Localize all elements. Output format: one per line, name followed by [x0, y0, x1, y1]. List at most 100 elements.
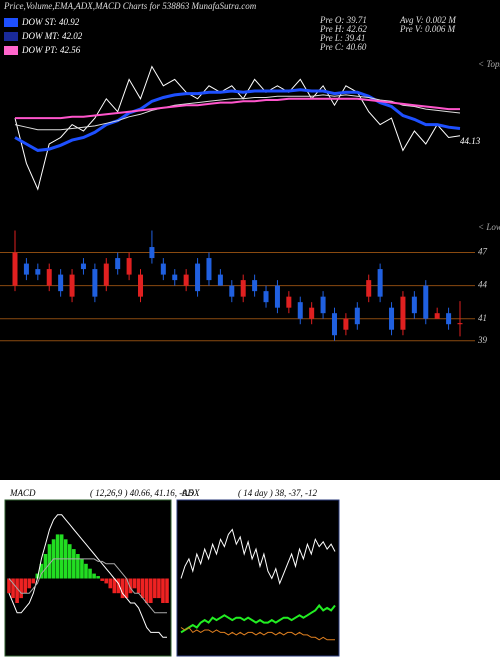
- price-line: [14, 94, 461, 131]
- macd-bar: [108, 578, 113, 589]
- adx-title: ADX: [181, 488, 200, 498]
- legend-label: DOW MT: 42.02: [21, 31, 83, 41]
- macd-bar: [124, 578, 129, 599]
- candle-body: [149, 247, 155, 259]
- macd-bar: [165, 578, 169, 603]
- candle-body: [309, 307, 315, 319]
- macd-bar: [148, 578, 153, 603]
- candle-body: [58, 274, 64, 292]
- info-text: Pre C: 40.60: [319, 42, 367, 52]
- price-panel-bg: [0, 0, 500, 480]
- candle-body: [331, 313, 337, 336]
- macd-bar: [140, 578, 145, 599]
- candle-body: [80, 263, 86, 270]
- candle-body: [69, 274, 75, 297]
- macd-bar: [128, 578, 133, 594]
- candle-body: [400, 296, 406, 330]
- candle-body: [446, 313, 452, 325]
- macd-bar: [72, 549, 76, 579]
- legend-swatch: [4, 46, 18, 55]
- y-tick-label: 39: [477, 335, 488, 345]
- macd-bar: [136, 578, 141, 594]
- macd-bar: [157, 578, 161, 599]
- adx-line: [180, 603, 336, 634]
- candle-body: [217, 274, 223, 286]
- legend-swatch: [4, 18, 18, 27]
- macd-bar: [84, 563, 88, 579]
- candle-body: [286, 296, 292, 308]
- price-line: [14, 88, 461, 152]
- candle-body: [457, 323, 463, 325]
- candle-body: [377, 269, 383, 297]
- macd-bar: [96, 576, 100, 579]
- candle-body: [12, 252, 18, 286]
- info-text: Pre H: 42.62: [319, 24, 367, 34]
- macd-bar: [120, 578, 125, 599]
- macd-bar: [132, 578, 137, 589]
- macd-bar: [59, 534, 64, 579]
- macd-bar: [161, 578, 165, 603]
- adx-params: ( 14 day ) 38, -37, -12: [238, 488, 317, 498]
- candle-body: [115, 258, 121, 270]
- macd-bar: [100, 578, 104, 581]
- candle-body: [354, 307, 360, 325]
- chart-title: Price,Volume,EMA,ADX,MACD Charts for 538…: [3, 1, 257, 11]
- candle-body: [172, 274, 178, 281]
- macd-panel-bg: [4, 499, 172, 657]
- info-text: Pre O: 39.71: [319, 15, 367, 25]
- macd-bar: [153, 578, 157, 599]
- macd-bar: [19, 578, 23, 599]
- macd-title: MACD: [9, 488, 36, 498]
- macd-bar: [76, 554, 80, 579]
- candle-body: [183, 274, 189, 286]
- info-text: Pre L: 39.41: [319, 33, 365, 43]
- candle-body: [274, 285, 280, 308]
- candle-body: [229, 285, 235, 297]
- candle-body: [297, 302, 303, 319]
- y-tick-label: 41: [478, 313, 487, 323]
- candle-body: [343, 318, 349, 330]
- macd-bar: [116, 578, 121, 594]
- legend-swatch: [4, 32, 18, 41]
- candle-body: [46, 269, 52, 286]
- candle-body: [411, 296, 417, 314]
- adx-line: [180, 528, 336, 585]
- candle-body: [366, 280, 372, 297]
- y-tick-label: 47: [478, 247, 488, 257]
- macd-line: [8, 558, 167, 614]
- macd-bar: [112, 578, 117, 594]
- candle-body: [263, 291, 269, 303]
- candle-body: [23, 263, 29, 275]
- candle-body: [126, 258, 132, 275]
- macd-params: ( 12,26,9 ) 40.66, 41.16, -0.5: [90, 488, 194, 498]
- legend-label: DOW ST: 40.92: [21, 17, 80, 27]
- macd-bar: [15, 578, 19, 603]
- candle-body: [35, 269, 41, 275]
- candle-body: [160, 263, 166, 275]
- info-text: Pre V: 0.006 M: [399, 24, 456, 34]
- macd-bar: [11, 578, 15, 599]
- candle-body: [320, 296, 326, 314]
- candle-body: [138, 274, 144, 297]
- candle-body: [423, 285, 429, 319]
- candle-body: [206, 258, 212, 281]
- macd-bar: [92, 573, 96, 579]
- macd-bar: [27, 578, 32, 589]
- macd-bar: [144, 578, 149, 603]
- adx-line: [180, 626, 335, 641]
- price-line: [15, 97, 460, 120]
- macd-bar: [104, 578, 109, 584]
- macd-bar: [88, 568, 92, 579]
- candle-body: [389, 307, 395, 330]
- tops-label: < Tops: [478, 59, 500, 69]
- macd-bar: [39, 563, 44, 579]
- legend-label: DOW PT: 42.56: [21, 45, 81, 55]
- macd-bar: [23, 578, 28, 594]
- macd-bar: [47, 544, 52, 579]
- candle-body: [92, 269, 98, 297]
- lows-label: < Lows: [478, 222, 500, 232]
- macd-bar: [55, 534, 60, 579]
- macd-bar: [7, 578, 11, 594]
- macd-bar: [67, 544, 72, 579]
